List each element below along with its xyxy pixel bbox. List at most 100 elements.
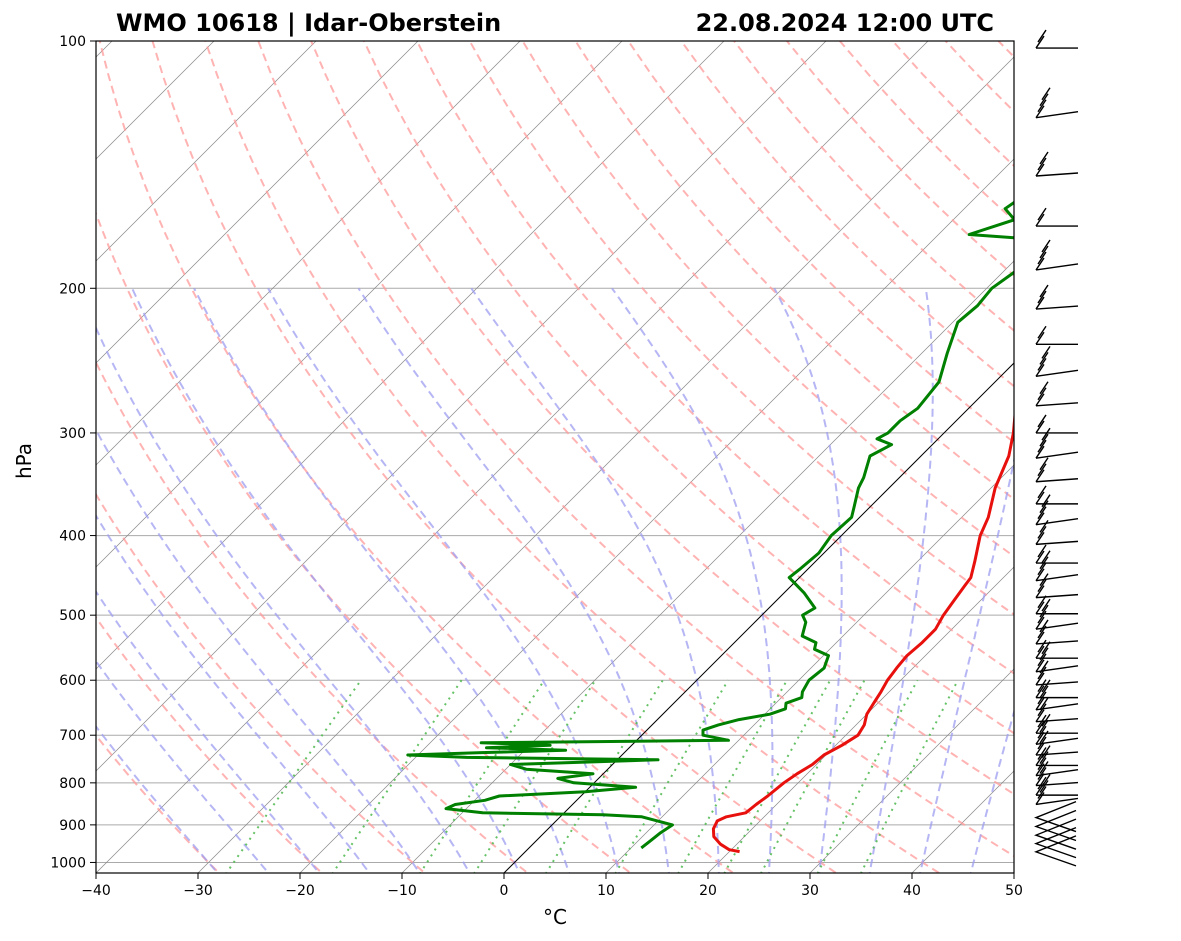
wind-barb-flag (1037, 157, 1047, 171)
wind-barb (1034, 809, 1077, 842)
wind-barb (1035, 761, 1079, 787)
moist-adiabat-line (267, 287, 621, 873)
wind-barb-flag (1039, 351, 1049, 365)
dry-adiabat-line (96, 615, 324, 873)
wind-barb-staff (1035, 172, 1079, 177)
mixing-ratio-line (859, 679, 959, 873)
moist-adiabat-line (868, 288, 934, 873)
wind-barb-flag (1037, 357, 1047, 371)
chart-title-station: WMO 10618 | Idar-Oberstein (116, 9, 501, 37)
isotherm-line (707, 566, 1014, 873)
wind-barb (1035, 544, 1078, 564)
wind-barb-flag (1037, 544, 1047, 558)
wind-barb-flag (1037, 653, 1047, 667)
wind-barb-flag (1039, 685, 1049, 699)
moist-adiabat-line (96, 513, 371, 873)
wind-barb (1035, 414, 1078, 434)
isotherm-line (605, 464, 1014, 873)
mixing-ratio-line (331, 679, 463, 873)
isotherm-line (96, 41, 317, 262)
wind-barb-flag (1035, 672, 1045, 686)
wind-barb-flag (1037, 679, 1047, 693)
mixing-ratio-line (545, 679, 664, 873)
wind-barb-flag (1041, 679, 1051, 693)
dry-adiabat-line (944, 41, 1014, 113)
wind-barb-flag (1039, 381, 1049, 395)
wind-barb-staff (1035, 681, 1079, 686)
dry-adiabat-line (521, 41, 1014, 558)
wind-barb-flag (1037, 207, 1047, 221)
wind-barb-flag (1037, 414, 1047, 428)
wind-barb-flag (1037, 757, 1047, 771)
wind-barb-flag (1041, 713, 1051, 727)
isotherm-line (96, 41, 827, 772)
moist-adiabat-line (96, 659, 270, 873)
wind-barb-staff (1035, 574, 1079, 582)
wind-barb (1035, 519, 1079, 546)
moist-adiabat-line (131, 287, 521, 873)
wind-barb (1035, 239, 1079, 271)
wind-barb (1035, 87, 1079, 119)
wind-barbs (1034, 29, 1079, 867)
dry-adiabat-line (627, 41, 1014, 444)
x-tick-label: 40 (903, 883, 921, 899)
dry-adiabat-line (96, 492, 427, 873)
y-tick-label: 800 (59, 776, 86, 792)
wind-barb-flag (1041, 494, 1051, 508)
wind-barb-flag (1037, 666, 1047, 680)
x-axis: −40 −30 −20 −10 0 10 20 30 40 50 (81, 873, 1023, 899)
dry-adiabat-line (574, 41, 1014, 501)
wind-barb-flag (1037, 776, 1047, 790)
wind-barb (1035, 747, 1078, 767)
wind-barb-flag (1035, 720, 1045, 734)
dry-adiabat-line (1051, 41, 1181, 880)
dry-adiabat-line (96, 733, 221, 873)
isotherm-line (197, 56, 1014, 873)
wind-barb-staff (1034, 809, 1077, 842)
wind-barb-flag (1035, 616, 1045, 630)
y-axis-label: hPa (12, 443, 36, 479)
wind-barb-flag (1035, 163, 1045, 177)
dry-adiabat-line (151, 41, 839, 873)
wind-barb-flag (1037, 562, 1047, 576)
wind-barb (1035, 207, 1078, 227)
dry-adiabat-line (257, 41, 1014, 858)
wind-barb-flag (1035, 257, 1045, 271)
wind-barb-staff (1035, 768, 1079, 777)
y-tick-label: 1000 (50, 855, 86, 871)
wind-barb (1035, 29, 1078, 49)
wind-barb-staff (1035, 451, 1079, 459)
x-tick-label: 10 (597, 883, 615, 899)
wind-barb-flag (1037, 251, 1047, 265)
wind-barb-flag (1035, 742, 1045, 756)
wind-barb (1034, 826, 1077, 859)
wind-barb-flag (1035, 709, 1045, 723)
y-tick-label: 300 (59, 426, 86, 442)
y-tick-label: 600 (59, 673, 86, 689)
wind-barb-flag (1039, 604, 1049, 618)
x-tick-label: 50 (1005, 883, 1023, 899)
wind-barb (1035, 641, 1079, 673)
wind-barb-flag (1037, 463, 1047, 477)
isotherm-line (96, 41, 623, 568)
wind-barb-staff (1035, 781, 1079, 787)
wind-barb-flag (1035, 753, 1045, 766)
wind-barb (1034, 818, 1077, 850)
wind-barb (1035, 639, 1078, 659)
wind-barb-staff (1035, 305, 1079, 310)
dry-adiabat-line (680, 41, 1014, 388)
x-tick-label: −30 (183, 883, 213, 899)
dry-adiabat-line (786, 41, 1014, 277)
wind-barb-flag (1035, 512, 1045, 526)
wind-barb-flag (1039, 619, 1049, 633)
wind-barb-flag (1037, 29, 1047, 43)
x-axis-label: °C (543, 905, 567, 929)
wind-barb-staff (1035, 640, 1079, 645)
wind-barb-flag (1035, 420, 1045, 434)
dry-adiabat-line (416, 41, 1014, 675)
wind-barb-flag (1037, 786, 1047, 799)
isotherm-line (96, 41, 521, 466)
wind-barb-flag (1035, 601, 1045, 615)
mixing-ratio-line (677, 679, 788, 873)
